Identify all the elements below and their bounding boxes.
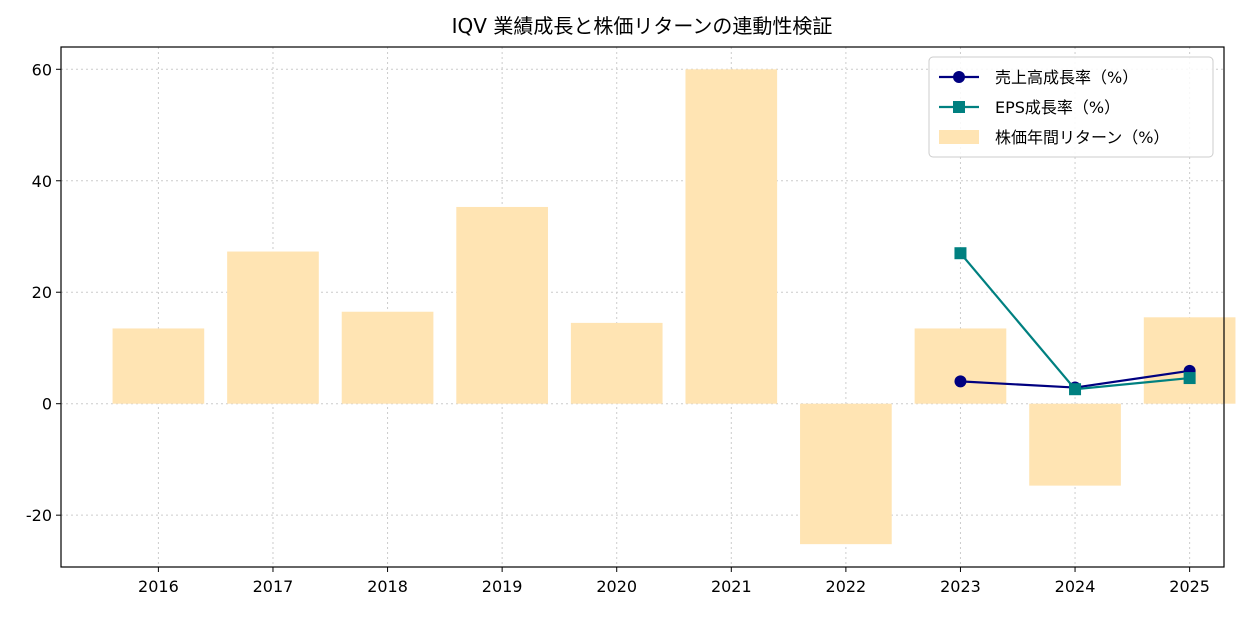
revenue-growth-point xyxy=(954,375,967,388)
return-bar xyxy=(112,328,205,404)
axes: -20 0 20 40 60 2016 2017 2018 2019 2020 2021 2022 20… xyxy=(26,46,1225,596)
legend-box xyxy=(928,56,1214,158)
y-tick-label: 0 xyxy=(42,395,52,414)
x-tick-label: 2023 xyxy=(940,577,981,596)
return-bar xyxy=(1029,403,1121,486)
x-tick-label: 2022 xyxy=(826,577,867,596)
x-tick-label: 2019 xyxy=(482,577,523,596)
plot-frame xyxy=(60,46,1225,568)
return-bar xyxy=(227,251,319,404)
legend: 売上高成長率（%） EPS成長率（%） 株価年間リターン（%） xyxy=(928,56,1214,158)
bar-series xyxy=(112,69,1236,545)
x-tick-label: 2020 xyxy=(596,577,637,596)
y-tick-label: -20 xyxy=(26,506,52,525)
legend-revenue-growth-marker xyxy=(953,71,965,83)
x-tick-label: 2017 xyxy=(253,577,294,596)
return-bar xyxy=(1143,317,1236,404)
return-bar xyxy=(570,322,663,404)
chart-title: IQV 業績成長と株価リターンの連動性検証 xyxy=(452,14,833,38)
x-tick-label: 2024 xyxy=(1055,577,1096,596)
eps-growth-point xyxy=(1183,372,1196,385)
eps-growth-point xyxy=(1069,383,1082,396)
legend-stock-return-swatch xyxy=(939,130,979,144)
y-tick-label: 40 xyxy=(32,172,52,191)
legend-eps-growth-label: EPS成長率（%） xyxy=(995,98,1120,117)
y-tick-label: 20 xyxy=(32,283,52,302)
return-bar xyxy=(800,403,892,545)
return-bar xyxy=(456,206,548,404)
eps-growth-point xyxy=(954,247,967,260)
return-bar xyxy=(914,328,1007,404)
return-bar xyxy=(685,69,778,404)
legend-eps-growth-marker xyxy=(953,101,965,113)
x-tick-label: 2021 xyxy=(711,577,752,596)
line-series xyxy=(954,247,1196,396)
x-tick-label: 2016 xyxy=(138,577,179,596)
y-tick-label: 60 xyxy=(32,60,52,79)
x-tick-label: 2025 xyxy=(1169,577,1210,596)
return-bar xyxy=(341,311,434,404)
legend-revenue-growth-label: 売上高成長率（%） xyxy=(995,68,1138,87)
x-tick-label: 2018 xyxy=(367,577,408,596)
legend-stock-return-label: 株価年間リターン（%） xyxy=(995,128,1169,147)
